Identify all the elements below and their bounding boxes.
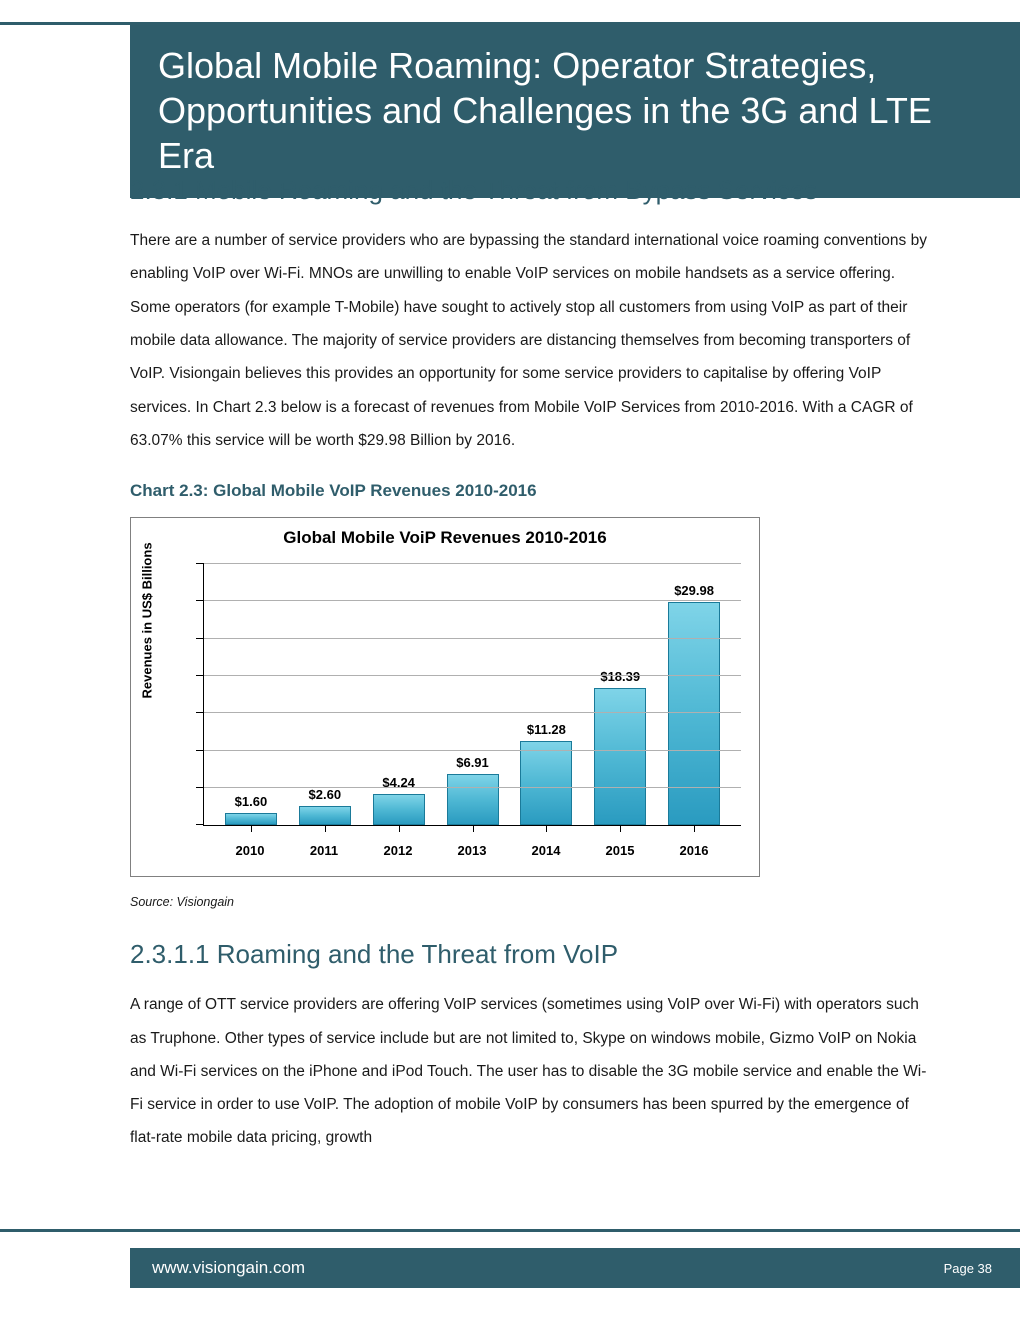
section-heading-1: 2.3.1 Mobile Roaming and the Threat from… bbox=[130, 175, 930, 206]
chart-x-label: 2013 bbox=[435, 843, 509, 858]
chart-xtick bbox=[325, 825, 326, 832]
chart-source: Source: Visiongain bbox=[130, 895, 930, 909]
chart-x-labels: 2010201120122013201420152016 bbox=[203, 843, 741, 858]
chart-xtick bbox=[399, 825, 400, 832]
chart-ytick bbox=[196, 638, 204, 639]
chart-gridline bbox=[204, 600, 741, 601]
chart-bar-value-label: $2.60 bbox=[309, 787, 342, 802]
chart-title: Global Mobile VoiP Revenues 2010-2016 bbox=[131, 518, 759, 548]
section-heading-2: 2.3.1.1 Roaming and the Threat from VoIP bbox=[130, 939, 930, 970]
chart-x-label: 2016 bbox=[657, 843, 731, 858]
chart-bar bbox=[447, 774, 499, 826]
chart-ytick bbox=[196, 675, 204, 676]
chart-x-label: 2012 bbox=[361, 843, 435, 858]
chart-ytick bbox=[196, 712, 204, 713]
chart-gridline bbox=[204, 563, 741, 564]
footer-bar: www.visiongain.com Page 38 bbox=[130, 1248, 1020, 1288]
chart-plot-area: $1.60$2.60$4.24$6.91$11.28$18.39$29.98 bbox=[203, 564, 741, 826]
section-body-2: A range of OTT service providers are off… bbox=[130, 988, 930, 1155]
chart-container: Global Mobile VoiP Revenues 2010-2016 Re… bbox=[130, 517, 760, 877]
chart-gridline bbox=[204, 675, 741, 676]
chart-caption: Chart 2.3: Global Mobile VoIP Revenues 2… bbox=[130, 481, 930, 501]
footer-page-number: Page 38 bbox=[944, 1261, 992, 1276]
chart-bar-value-label: $1.60 bbox=[235, 794, 268, 809]
chart-y-axis-label: Revenues in US$ Billions bbox=[140, 543, 155, 699]
chart-x-label: 2014 bbox=[509, 843, 583, 858]
section-body-1: There are a number of service providers … bbox=[130, 224, 930, 457]
chart-gridline bbox=[204, 750, 741, 751]
chart-xtick bbox=[473, 825, 474, 832]
chart-ytick bbox=[196, 787, 204, 788]
chart-x-label: 2015 bbox=[583, 843, 657, 858]
content-area: 2.3.1 Mobile Roaming and the Threat from… bbox=[130, 175, 930, 1179]
chart-gridline bbox=[204, 638, 741, 639]
chart-x-label: 2010 bbox=[213, 843, 287, 858]
chart-x-label: 2011 bbox=[287, 843, 361, 858]
chart-ytick bbox=[196, 750, 204, 751]
chart-xtick bbox=[546, 825, 547, 832]
chart-ytick bbox=[196, 563, 204, 564]
footer-rule bbox=[0, 1229, 1020, 1232]
chart-xtick bbox=[251, 825, 252, 832]
chart-bar bbox=[225, 813, 277, 825]
chart-gridline bbox=[204, 712, 741, 713]
footer-url: www.visiongain.com bbox=[152, 1258, 305, 1278]
chart-xtick bbox=[620, 825, 621, 832]
page-title: Global Mobile Roaming: Operator Strategi… bbox=[158, 43, 992, 178]
chart-bar bbox=[373, 794, 425, 826]
chart-bar bbox=[594, 688, 646, 825]
chart-xtick bbox=[694, 825, 695, 832]
chart-bar bbox=[299, 806, 351, 825]
chart-bar-value-label: $6.91 bbox=[456, 755, 489, 770]
chart-ytick bbox=[196, 600, 204, 601]
chart-bar-value-label: $11.28 bbox=[527, 722, 566, 737]
chart-gridline bbox=[204, 787, 741, 788]
chart-bar bbox=[668, 602, 720, 826]
chart-bar-value-label: $29.98 bbox=[674, 583, 714, 598]
chart-bar-value-label: $18.39 bbox=[600, 669, 640, 684]
chart-bar bbox=[520, 741, 572, 825]
chart-ytick bbox=[196, 824, 204, 825]
title-block: Global Mobile Roaming: Operator Strategi… bbox=[130, 25, 1020, 198]
